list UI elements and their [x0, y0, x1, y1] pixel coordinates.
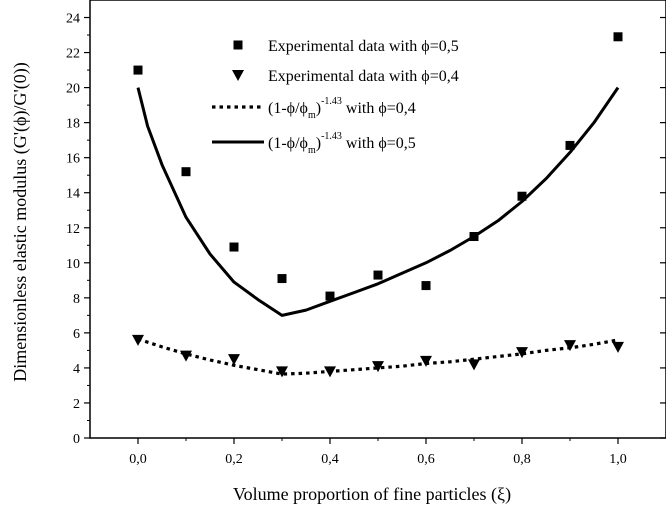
data-point-triangle [276, 366, 288, 378]
y-tick-label: 10 [66, 257, 80, 272]
data-point-square [277, 274, 287, 284]
data-point-square [229, 242, 239, 252]
data-point-triangle [420, 355, 432, 367]
y-tick-label: 4 [73, 362, 80, 377]
legend-label-sub: m [308, 110, 316, 121]
legend-label: Experimental data with ϕ=0,4 [268, 68, 459, 85]
data-point-square [421, 281, 431, 291]
fit-line-phi-0-5 [136, 86, 620, 317]
legend-square-marker [233, 40, 243, 50]
legend-item-1: Experimental data with ϕ=0,4 [232, 68, 459, 85]
legend-label-sup: -1.43 [321, 131, 342, 142]
y-tick-label: 22 [66, 47, 80, 62]
legend-label-sup: -1.43 [321, 96, 342, 107]
legend-label-tail: with ϕ=0,5 [342, 135, 416, 152]
data-point-triangle [468, 359, 480, 371]
plot-frame [89, 0, 666, 439]
series-2 [137, 337, 619, 376]
y-axis-title: Dimensionless elastic modulus (G'(ϕ)/G'(… [10, 62, 31, 381]
y-tick-label: 14 [66, 187, 80, 202]
data-point-square [565, 140, 575, 150]
y-tick-label: 6 [73, 327, 80, 342]
data-point-square [373, 270, 383, 280]
legend-label-sub: m [308, 145, 316, 156]
legend-item-3: (1-ϕ/ϕm)-1.43 with ϕ=0,5 [212, 131, 416, 156]
legend-label-tail: with ϕ=0,4 [342, 100, 416, 117]
x-tick-label: 0,2 [225, 452, 243, 467]
data-point-square [325, 291, 335, 301]
legend-label-main: (1-ϕ/ϕ [268, 100, 308, 117]
legend-label: Experimental data with ϕ=0,5 [268, 38, 459, 55]
data-point-triangle [564, 340, 576, 352]
fit-line-phi-0-4 [137, 337, 619, 376]
series [132, 32, 624, 378]
data-point-square [181, 167, 191, 177]
series-3 [136, 86, 620, 317]
x-tick-label: 0,8 [513, 452, 531, 467]
legend-item-0: Experimental data with ϕ=0,5 [233, 38, 459, 55]
x-tick-label: 1,0 [609, 452, 627, 467]
data-point-triangle [516, 347, 528, 359]
series-1 [132, 334, 624, 378]
legend-item-2: (1-ϕ/ϕm)-1.43 with ϕ=0,4 [212, 96, 416, 121]
legend-label-close: ) [316, 100, 321, 117]
data-point-triangle [372, 361, 384, 373]
y-tick-label: 18 [66, 117, 80, 132]
legend-label: (1-ϕ/ϕm)-1.43 with ϕ=0,5 [268, 131, 416, 156]
legend-label-main: (1-ϕ/ϕ [268, 135, 308, 152]
y-tick-label: 8 [73, 292, 80, 307]
data-point-triangle [612, 341, 624, 353]
data-point-square [133, 65, 143, 75]
x-tick-label: 0,6 [417, 452, 435, 467]
data-point-triangle [228, 354, 240, 366]
data-point-square [517, 191, 527, 201]
data-point-square [613, 32, 623, 42]
legend-triangle-marker [232, 70, 244, 81]
legend-label: (1-ϕ/ϕm)-1.43 with ϕ=0,4 [268, 96, 416, 121]
y-tick-label: 24 [66, 12, 80, 27]
y-tick-label: 20 [66, 82, 80, 97]
y-tick-label: 2 [73, 397, 80, 412]
y-tick-label: 0 [73, 432, 80, 447]
x-tick-label: 0,0 [129, 452, 147, 467]
x-tick-label: 0,4 [321, 452, 339, 467]
legend: Experimental data with ϕ=0,5 Experimental… [212, 38, 459, 156]
x-axis-title: Volume proportion of fine particles (ξ) [233, 484, 511, 505]
y-tick-label: 12 [66, 222, 80, 237]
y-tick-label: 16 [66, 152, 80, 167]
legend-label-close: ) [316, 135, 321, 152]
